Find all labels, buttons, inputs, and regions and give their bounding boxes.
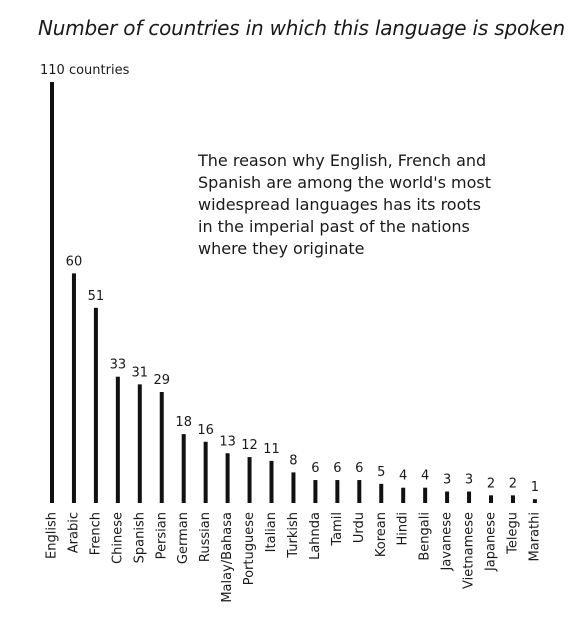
category-label: Japanese [484,512,499,572]
bar-telegu [510,495,515,503]
bar-persian [159,392,164,503]
bar-russian [203,441,208,503]
bar-lahnda [313,480,318,503]
value-label: 4 [421,469,429,484]
bar-malay-bahasa [225,453,230,503]
category-label: Chinese [110,512,125,564]
value-label: 3 [443,473,451,488]
category-label: German [176,512,191,564]
category-label: English [45,512,60,559]
value-label: 18 [175,415,192,430]
bar-bengali [423,487,428,503]
value-label: 60 [66,254,83,269]
value-label: 33 [110,358,127,373]
category-label: Arabic [66,512,81,553]
bar-tamil [335,480,340,503]
value-label: 6 [333,461,341,476]
value-label: 13 [219,434,236,449]
bar-arabic [71,273,76,503]
category-label: Malay/Bahasa [220,512,235,603]
bar-javanese [445,491,450,503]
category-label: Telegu [505,512,520,555]
value-label: 3 [465,473,473,488]
chart-annotation: The reason why English, French and Spani… [198,151,491,258]
category-label: Turkish [286,512,301,559]
category-label: Vietnamese [462,512,477,589]
value-label: 1 [531,480,539,495]
bar-hindi [401,487,406,503]
category-label: Tamil [330,512,345,547]
category-label: French [88,512,103,555]
bar-vietnamese [467,491,472,503]
category-label: Italian [264,512,279,552]
value-label: 31 [132,365,149,380]
bar-english [50,82,54,503]
category-label: Russian [198,512,213,562]
category-label: Korean [374,512,389,557]
bar-japanese [489,495,493,503]
chart-title: Number of countries in which this langua… [38,16,566,40]
value-label: 5 [377,465,385,480]
bar-italian [269,460,274,503]
bars-group [50,82,537,503]
value-label: 12 [241,438,258,453]
value-label: 110 countries [40,63,130,78]
value-label: 6 [311,461,319,476]
value-label: 8 [289,453,297,468]
category-labels-group: English Arabic French Chinese Spanish Persian… [45,512,543,603]
category-label: Bengali [418,512,433,561]
category-label: Portuguese [242,512,257,585]
bar-marathi [532,499,537,503]
bar-german [181,434,186,503]
category-label: Lahnda [308,512,323,560]
value-label: 6 [355,461,363,476]
category-label: Marathi [527,512,542,561]
category-label: Urdu [352,512,367,543]
bar-portuguese [247,457,252,503]
category-label: Javanese [440,512,455,571]
value-label: 11 [263,442,280,457]
value-label: 2 [509,476,517,491]
value-label: 29 [153,373,170,388]
value-label: 2 [487,476,495,491]
bar-turkish [291,472,296,503]
value-label: 16 [197,423,214,438]
category-label: Hindi [396,512,411,546]
value-label: 4 [399,469,407,484]
bar-french [93,307,98,503]
value-label: 51 [88,289,105,304]
category-label: Spanish [132,512,147,563]
category-label: Persian [154,512,169,559]
bar-urdu [357,480,362,503]
bar-korean [379,483,384,503]
bar-chinese [115,376,120,503]
bar-spanish [137,384,142,503]
